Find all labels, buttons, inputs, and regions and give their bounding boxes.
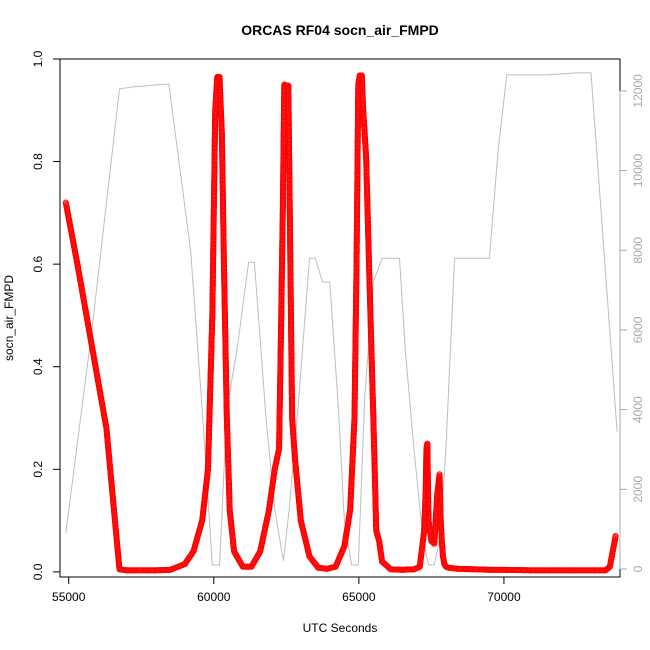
y2-tick-label: 0 [631, 565, 645, 572]
y-tick-label: 0.4 [31, 358, 45, 375]
y2-tick-label: 6000 [631, 316, 645, 343]
y-tick-label: 0.2 [31, 461, 45, 478]
y-tick-label: 1.0 [31, 50, 45, 67]
y2-tick-label: 2000 [631, 476, 645, 503]
x-axis: 55000 60000 65000 70000 [52, 576, 521, 604]
y-axis: 0.0 0.2 0.4 0.6 0.8 1.0 [31, 50, 61, 580]
series-fmpd-line [65, 74, 617, 571]
series-layer [62, 72, 619, 574]
y-tick-label: 0.0 [31, 563, 45, 580]
chart-title: ORCAS RF04 socn_air_FMPD [241, 22, 439, 38]
x-tick-label: 70000 [487, 590, 521, 604]
y2-tick-label: 4000 [631, 396, 645, 423]
fmpd-point [612, 532, 619, 540]
series-altitude-line [65, 72, 618, 566]
x-tick-label: 55000 [52, 590, 86, 604]
y2-axis: 0 2000 4000 6000 8000 10000 12000 [619, 74, 645, 572]
plot-frame [59, 58, 621, 578]
y2-tick-label: 8000 [631, 237, 645, 264]
x-tick-label: 65000 [342, 590, 376, 604]
x-tick-label: 60000 [197, 590, 231, 604]
y2-tick-label: 10000 [631, 154, 645, 188]
y2-tick-label: 12000 [631, 74, 645, 108]
y-axis-label: socn_air_FMPD [2, 275, 16, 361]
y-tick-label: 0.6 [31, 255, 45, 272]
x-axis-label: UTC Seconds [303, 621, 378, 635]
y-tick-label: 0.8 [31, 153, 45, 170]
